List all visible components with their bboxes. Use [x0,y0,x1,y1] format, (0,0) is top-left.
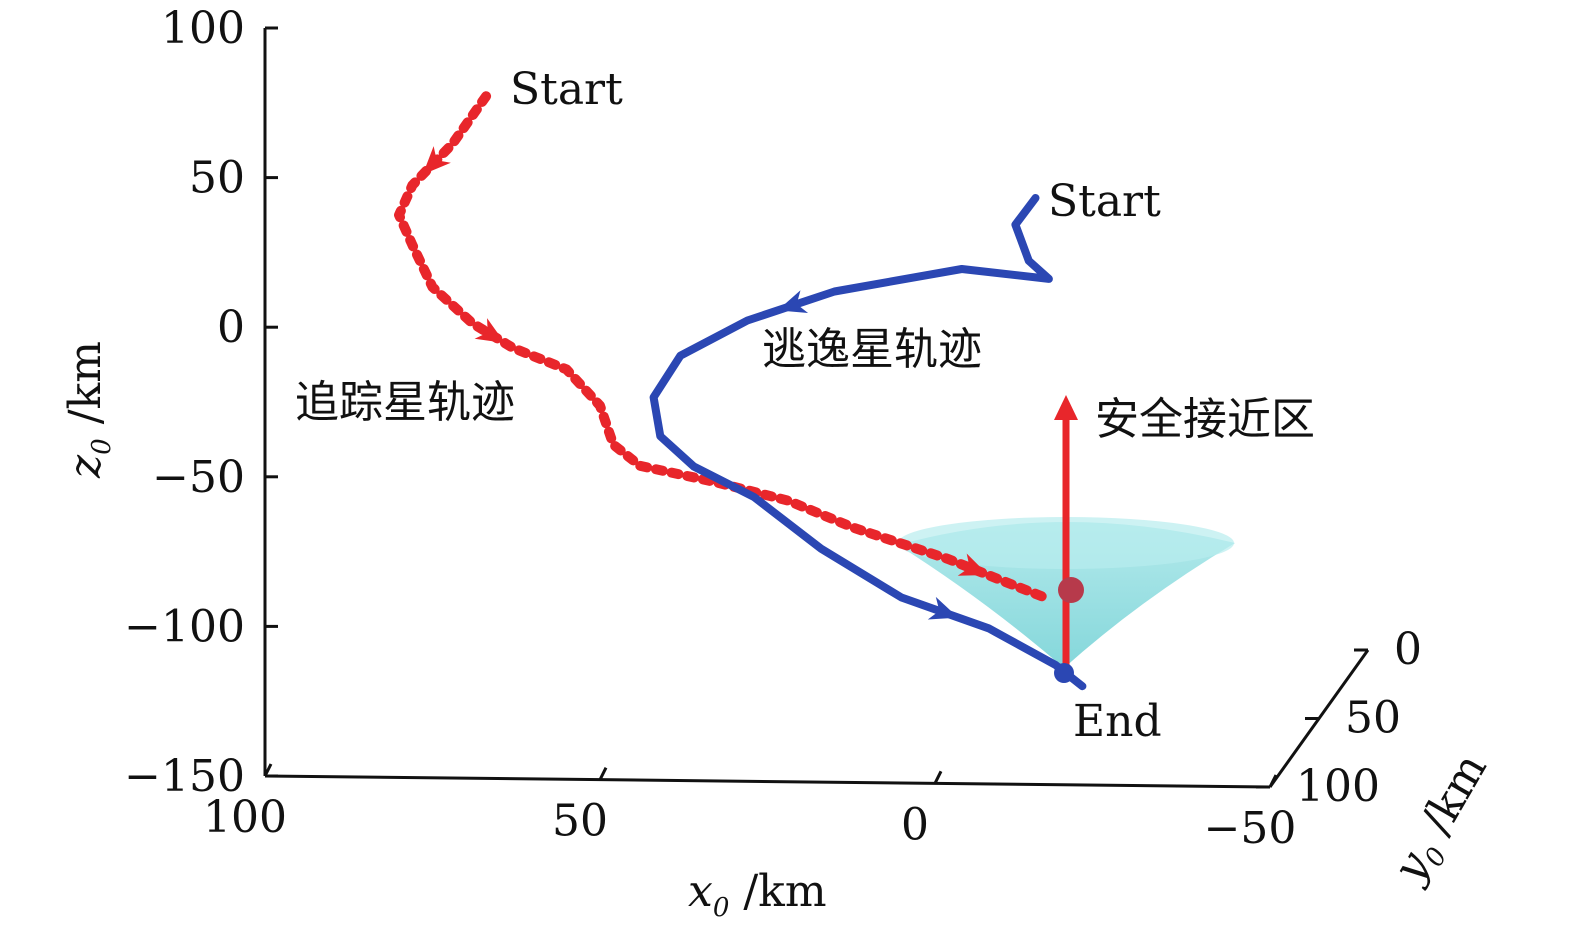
x-tick-label: 0 [901,799,929,850]
y-axis-title-unit: /km [1404,745,1497,855]
z-tick-label: 100 [161,3,245,54]
x-axis-title-unit: /km [729,866,826,917]
series-arrowhead [777,290,809,313]
evader-end-point [1054,663,1074,683]
series-line [394,91,1054,605]
z-tick-label: −50 [152,452,245,503]
chaser-trajectory-label: 追踪星轨迹 [295,377,515,428]
x-tick-mark [1268,774,1278,788]
y-tick-label: 50 [1345,693,1401,744]
z-tick-label: −150 [124,751,245,802]
z-tick-label: −100 [124,601,245,652]
z-axis-title-unit: /km [60,341,111,438]
annotations: Start Start End 追踪星轨迹 逃逸星轨迹 安全接近区 [295,64,1315,747]
z-tick-label: 0 [217,302,245,353]
z-axis-title-sub: 0 [87,438,117,455]
x-tick-label: 100 [203,792,287,843]
axis-titles: x0 /km z0 /km y0 /km [60,341,1502,923]
x-tick-mark [263,763,273,777]
safe-zone-label: 安全接近区 [1095,394,1315,445]
series-arrowhead [927,596,959,620]
z-axis-title: z0 /km [60,341,117,479]
x-axis-line [264,774,1271,789]
evader-trajectory-label: 逃逸星轨迹 [762,324,982,375]
x-tick-mark [933,770,943,785]
z-axis-ticks: 100 50 0 −50 −100 −150 [124,3,278,802]
y-axis-title: y0 /km [1382,745,1502,895]
y-axis-ticks: 0 50 100 [1256,624,1422,812]
series-arrowhead [474,318,505,343]
chaser-end-point [1058,577,1084,603]
y-tick-label: 0 [1394,624,1422,675]
start-red-label: Start [510,64,623,115]
x-axis-title: x0 /km [688,866,827,923]
safe-zone-vector-head [1054,395,1078,420]
x-axis-title-var: x [688,866,713,917]
z-axis-title-var: z [60,454,111,479]
y-tick-label: 100 [1296,761,1380,812]
x-tick-label: −50 [1204,803,1297,854]
x-axis-title-sub: 0 [713,893,730,923]
x-tick-mark [598,766,608,781]
series-arrowhead [957,553,989,576]
series-layer [394,91,1087,691]
end-label: End [1073,696,1162,747]
start-blue-label: Start [1048,176,1161,227]
x-tick-label: 50 [552,796,608,847]
z-tick-label: 50 [189,153,245,204]
safe-zone-vector [1054,395,1078,668]
series-arrowhead [422,146,451,175]
x-axis-ticks: 100 50 0 −50 [203,763,1297,854]
